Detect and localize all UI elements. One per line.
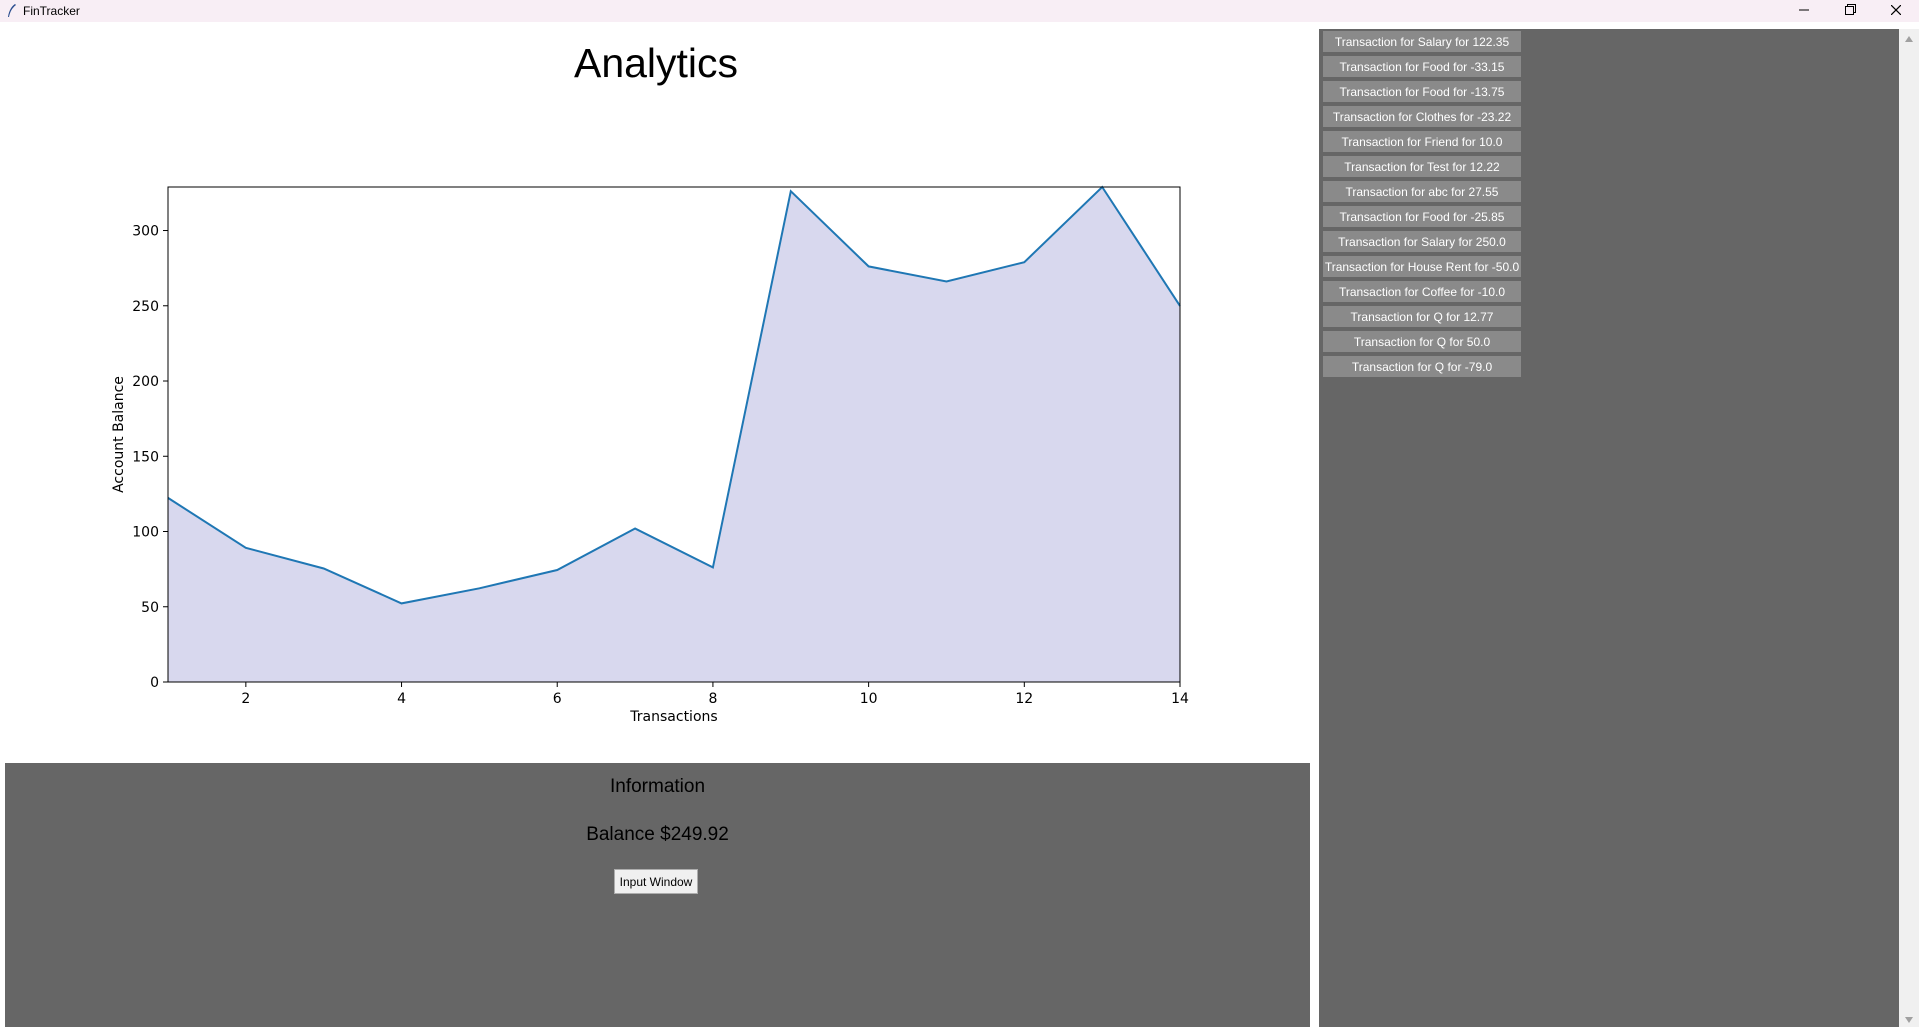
x-tick-label: 2: [241, 691, 250, 707]
input-window-button[interactable]: Input Window: [614, 869, 698, 894]
information-title: Information: [609, 776, 706, 797]
balance-area: [168, 187, 1180, 682]
balance-line: [167, 185, 1181, 605]
y-tick-label: 200: [132, 374, 159, 390]
x-tick-label: 6: [553, 691, 562, 707]
transaction-list: Transaction for Salary for 122.35 Transac…: [1323, 31, 1521, 381]
y-tick-label: 0: [150, 675, 159, 691]
transaction-button[interactable]: Transaction for Test for 12.22: [1323, 156, 1521, 177]
y-tick-label: 50: [141, 600, 159, 616]
x-tick-label: 10: [860, 691, 878, 707]
balance-text: Balance $249.92: [586, 824, 729, 845]
transaction-button[interactable]: Transaction for Salary for 250.0: [1323, 231, 1521, 252]
x-tick-label: 8: [708, 691, 717, 707]
y-axis: 0 50 100 150 200 250 300: [132, 224, 168, 691]
close-button[interactable]: [1873, 0, 1919, 22]
transactions-scrollbar[interactable]: [1899, 29, 1919, 1027]
y-axis-label: Account Balance: [111, 376, 127, 493]
title-bar: FinTracker: [0, 0, 1919, 22]
transaction-button[interactable]: Transaction for Food for -33.15: [1323, 56, 1521, 77]
transaction-button[interactable]: Transaction for Q for 50.0: [1323, 331, 1521, 352]
transaction-button[interactable]: Transaction for Salary for 122.35: [1323, 31, 1521, 52]
transaction-button[interactable]: Transaction for Coffee for -10.0: [1323, 281, 1521, 302]
transaction-button[interactable]: Transaction for House Rent for -50.0: [1323, 256, 1521, 277]
window-title: FinTracker: [23, 4, 80, 18]
y-tick-label: 100: [132, 525, 159, 541]
y-tick-label: 300: [132, 224, 159, 240]
transaction-button[interactable]: Transaction for Friend for 10.0: [1323, 131, 1521, 152]
plot-frame: [167, 186, 1181, 683]
transaction-button[interactable]: Transaction for Q for 12.77: [1323, 306, 1521, 327]
transactions-panel: Transaction for Salary for 122.35 Transac…: [1319, 29, 1899, 1027]
transaction-button[interactable]: Transaction for Clothes for -23.22: [1323, 106, 1521, 127]
minimize-icon: [1799, 2, 1809, 20]
y-tick-label: 250: [132, 299, 159, 315]
x-axis: 2 4 6 8 10 12 14: [241, 682, 1189, 707]
x-tick-label: 14: [1171, 691, 1189, 707]
minimize-button[interactable]: [1781, 0, 1827, 22]
transaction-button[interactable]: Transaction for Food for -13.75: [1323, 81, 1521, 102]
x-tick-label: 4: [397, 691, 406, 707]
balance-chart: 2 4 6 8 10 12 14 0 50 100 150 200 250 300 Transactio…: [111, 185, 1189, 725]
restore-icon: [1844, 2, 1856, 20]
scroll-up-button[interactable]: [1899, 29, 1919, 46]
close-icon: [1890, 2, 1902, 20]
x-tick-label: 12: [1015, 691, 1033, 707]
transaction-button[interactable]: Transaction for abc for 27.55: [1323, 181, 1521, 202]
chevron-up-icon: [1905, 29, 1913, 47]
transaction-button[interactable]: Transaction for Q for -79.0: [1323, 356, 1521, 377]
page-title: Analytics: [573, 40, 739, 86]
y-tick-label: 150: [132, 449, 159, 465]
x-axis-label: Transactions: [629, 709, 717, 725]
information-panel: Information Balance $249.92 Input Window: [5, 763, 1310, 1027]
feather-icon: [4, 3, 20, 19]
chevron-down-icon: [1905, 1010, 1913, 1028]
transaction-button[interactable]: Transaction for Food for -25.85: [1323, 206, 1521, 227]
scroll-down-button[interactable]: [1899, 1010, 1919, 1027]
restore-button[interactable]: [1827, 0, 1873, 22]
